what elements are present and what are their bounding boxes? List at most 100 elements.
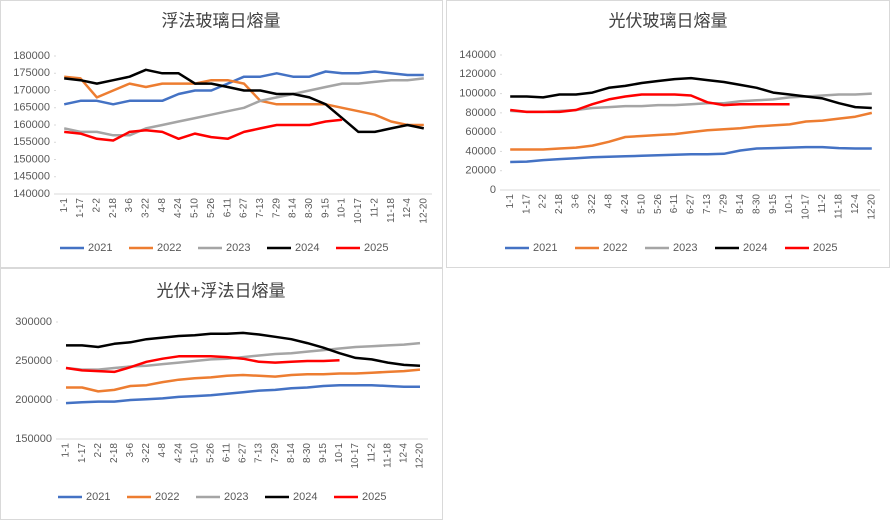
series-line: [510, 111, 873, 151]
y-tick-label: 200000: [15, 394, 52, 406]
x-tick-label: 3-22: [141, 198, 152, 218]
y-tick-label: 145000: [13, 171, 50, 183]
legend-label: 2023: [224, 491, 248, 503]
x-tick-label: 7-13: [255, 198, 266, 218]
x-tick-label: 11-2: [366, 443, 377, 463]
y-tick-label: 150000: [15, 433, 52, 445]
x-tick-label: 10-1: [334, 443, 345, 463]
x-tick-label: 7-29: [270, 443, 281, 463]
x-tick-label: 11-18: [386, 198, 397, 223]
x-tick-label: 8-30: [304, 198, 315, 218]
x-tick-label: 5-10: [190, 198, 201, 218]
series-line: [63, 77, 424, 137]
series-line: [510, 93, 790, 114]
x-tick-label: 12-20: [866, 194, 877, 220]
series-line: [66, 368, 421, 393]
y-tick-label: 150000: [13, 153, 50, 165]
x-tick-label: 2-18: [109, 443, 120, 463]
x-tick-label: 1-17: [75, 198, 86, 218]
legend-label: 2023: [226, 242, 250, 254]
series-line: [65, 383, 420, 405]
x-tick-label: 5-10: [189, 443, 200, 463]
series-line: [510, 145, 872, 164]
series-line: [65, 341, 421, 371]
legend-label: 2025: [362, 491, 386, 503]
y-tick-label: 165000: [13, 102, 50, 114]
x-tick-label: 8-30: [302, 443, 313, 463]
x-tick-label: 5-10: [636, 194, 647, 214]
x-tick-label: 2-18: [554, 194, 565, 214]
y-tick-label: 40000: [465, 145, 496, 157]
x-tick-label: 8-30: [751, 194, 762, 214]
y-tick-label: 80000: [465, 107, 496, 119]
x-tick-label: 8-14: [735, 194, 746, 214]
series-line: [510, 76, 872, 110]
legend-label: 2022: [157, 242, 181, 254]
y-tick-label: 160000: [13, 119, 50, 131]
legend-label: 2021: [88, 242, 112, 254]
x-tick-label: 7-29: [271, 198, 282, 218]
x-tick-label: 7-13: [254, 443, 265, 463]
x-tick-label: 2-18: [108, 198, 119, 218]
legend-label: 2021: [533, 242, 557, 254]
x-tick-label: 3-6: [571, 194, 582, 209]
x-tick-label: 12-4: [399, 443, 410, 463]
series-line: [63, 70, 424, 106]
y-tick-label: 60000: [465, 126, 496, 138]
y-tick-label: 300000: [15, 316, 52, 328]
x-tick-label: 1-17: [521, 194, 532, 214]
panel-border: [0, 268, 443, 520]
y-tick-label: 180000: [13, 50, 50, 62]
x-tick-label: 1-1: [59, 198, 70, 213]
series-line: [64, 75, 424, 127]
x-tick-label: 8-14: [288, 198, 299, 218]
x-tick-label: 5-26: [653, 194, 664, 214]
y-tick-label: 140000: [13, 188, 50, 200]
y-tick-label: 170000: [13, 84, 50, 96]
x-tick-label: 10-17: [353, 198, 364, 224]
x-tick-label: 3-6: [124, 198, 135, 213]
legend-label: 2024: [743, 242, 767, 254]
x-tick-label: 2-2: [538, 194, 549, 209]
x-tick-label: 9-15: [318, 443, 329, 463]
x-tick-label: 1-1: [505, 194, 516, 209]
x-tick-label: 7-29: [719, 194, 730, 214]
x-tick-label: 12-20: [418, 198, 429, 224]
y-tick-label: 155000: [13, 136, 50, 148]
x-tick-label: 6-27: [239, 198, 250, 218]
x-tick-label: 3-22: [141, 443, 152, 463]
x-tick-label: 9-15: [768, 194, 779, 214]
legend-label: 2025: [364, 242, 388, 254]
x-tick-label: 4-8: [157, 443, 168, 458]
x-tick-label: 6-27: [238, 443, 249, 463]
x-tick-label: 5-26: [206, 198, 217, 218]
series-line: [65, 355, 340, 374]
x-tick-label: 7-13: [702, 194, 713, 214]
panel-border: [0, 0, 443, 268]
x-tick-label: 12-20: [415, 443, 426, 469]
legend-label: 2021: [86, 491, 110, 503]
y-tick-label: 120000: [459, 68, 496, 80]
x-tick-label: 10-17: [350, 443, 361, 469]
x-tick-label: 10-1: [784, 194, 795, 214]
x-tick-label: 1-1: [61, 443, 72, 458]
chart-title: 浮法玻璃日熔量: [162, 11, 281, 30]
x-tick-label: 9-15: [320, 198, 331, 218]
x-tick-label: 5-26: [205, 443, 216, 463]
x-tick-label: 11-18: [834, 194, 845, 219]
x-tick-label: 12-4: [850, 194, 861, 214]
series-line: [64, 68, 425, 134]
x-tick-label: 4-24: [620, 194, 631, 214]
x-tick-label: 4-24: [173, 443, 184, 463]
x-tick-label: 6-11: [222, 198, 233, 218]
y-tick-label: 140000: [459, 49, 496, 61]
legend-label: 2022: [603, 242, 627, 254]
x-tick-label: 4-24: [173, 198, 184, 218]
x-tick-label: 4-8: [157, 198, 168, 213]
x-tick-label: 11-2: [369, 198, 380, 218]
x-tick-label: 12-4: [402, 198, 413, 218]
legend-label: 2025: [813, 242, 837, 254]
x-tick-label: 10-1: [337, 198, 348, 218]
x-tick-label: 2-2: [92, 198, 103, 213]
